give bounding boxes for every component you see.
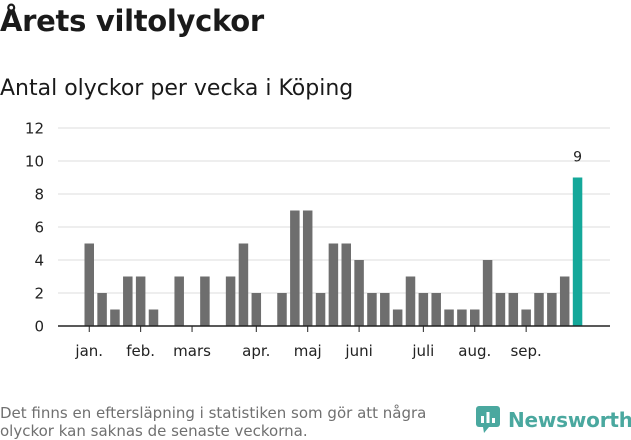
- footnote: Det finns en eftersläpning i statistiken…: [0, 404, 427, 440]
- bar: [405, 276, 416, 326]
- bar: [392, 309, 403, 326]
- x-tick-label: maj: [294, 342, 322, 360]
- bar: [110, 309, 120, 326]
- newsworthy-brand: Newsworthy: [476, 406, 631, 434]
- bar: [302, 210, 313, 326]
- highlight-value-label: 9: [573, 150, 582, 166]
- bar: [84, 243, 94, 326]
- x-tick-label: juni: [344, 342, 372, 360]
- chart-subtitle: Antal olyckor per vecka i Köping: [0, 76, 354, 101]
- x-tick-label: aug.: [458, 342, 491, 360]
- bar: [380, 293, 390, 326]
- bar: [277, 293, 287, 326]
- bar: [290, 210, 300, 326]
- bar: [315, 293, 326, 326]
- chart-title: Årets viltolyckor: [0, 4, 264, 38]
- y-tick-label: 2: [34, 285, 44, 303]
- bar: [495, 293, 506, 326]
- bar: [559, 276, 570, 326]
- bar-highlight: [572, 177, 583, 326]
- bar: [251, 293, 262, 326]
- bar: [521, 309, 531, 326]
- y-axis-ticks: 0 2 4 6 8 10 12: [25, 120, 44, 336]
- y-tick-label: 12: [25, 120, 44, 138]
- bar: [174, 276, 184, 326]
- x-tick-label: apr.: [242, 342, 270, 360]
- bar: [148, 309, 159, 326]
- bar: [200, 276, 210, 326]
- bar: [341, 243, 351, 326]
- bar: [238, 243, 249, 326]
- newsworthy-chart-bubble-icon: [476, 406, 500, 433]
- bar: [123, 276, 133, 326]
- y-tick-label: 10: [25, 153, 44, 171]
- bars: [58, 177, 610, 327]
- bar: [470, 309, 480, 326]
- y-tick-label: 6: [34, 219, 44, 237]
- y-tick-label: 0: [34, 318, 44, 336]
- x-tick-label: mars: [173, 342, 211, 360]
- bar: [508, 293, 519, 326]
- y-tick-label: 8: [34, 186, 44, 204]
- data-labels: 9: [573, 150, 582, 166]
- bar: [354, 260, 364, 326]
- bar: [534, 293, 544, 326]
- x-tick-label: juli: [411, 342, 434, 360]
- bar: [418, 293, 429, 326]
- x-tick-label: feb.: [126, 342, 155, 360]
- bar: [328, 243, 339, 326]
- bar: [97, 293, 107, 326]
- x-tick-label: jan.: [74, 342, 103, 360]
- bar: [457, 309, 467, 326]
- bar: [482, 260, 493, 326]
- x-axis-ticks: jan. feb. mars apr. maj juni juli aug. sep.: [74, 326, 542, 360]
- bar: [547, 293, 557, 326]
- x-tick-label: sep.: [510, 342, 541, 360]
- y-tick-label: 4: [34, 252, 44, 270]
- brand-name: Newsworthy: [508, 408, 631, 432]
- bar-chart: 0 2 4 6 8 10 12 jan. feb. mars apr. maj juni juli aug…: [25, 120, 610, 360]
- bar: [431, 293, 441, 326]
- bar: [444, 309, 454, 326]
- bar: [135, 276, 146, 326]
- bar: [367, 293, 377, 326]
- bar: [225, 276, 236, 326]
